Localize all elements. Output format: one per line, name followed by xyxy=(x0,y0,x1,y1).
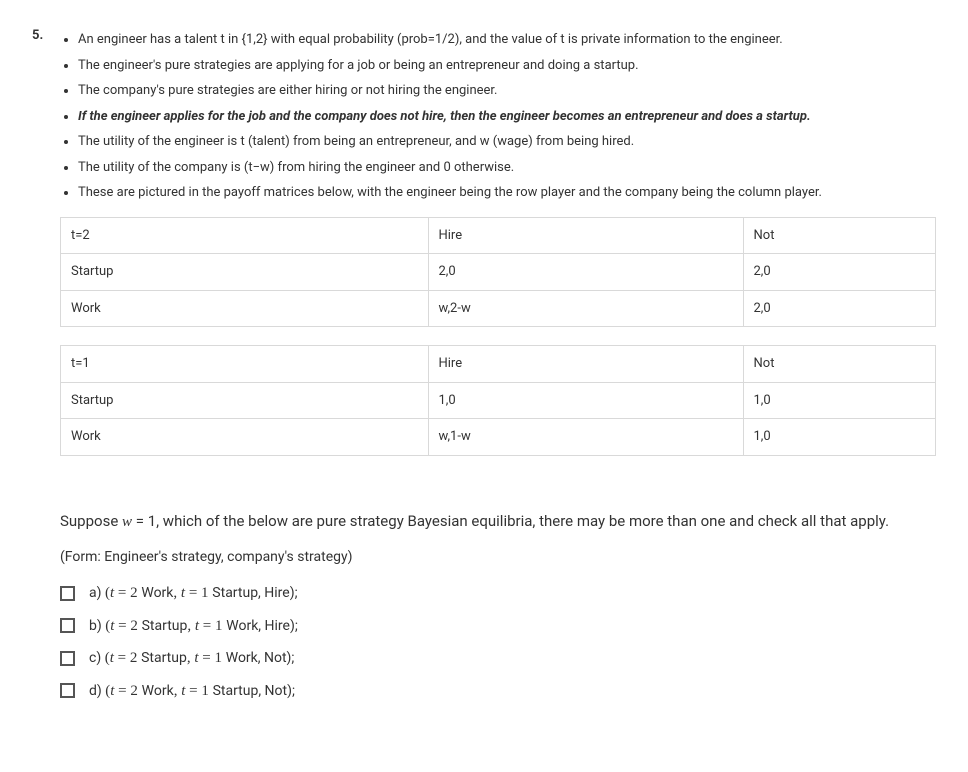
option-label[interactable]: a) (t = 2 Work, t = 1 Startup, Hire); xyxy=(89,582,298,605)
bullet-item: An engineer has a talent t in {1,2} with… xyxy=(78,30,936,50)
option-checkbox[interactable] xyxy=(60,683,75,698)
spacer xyxy=(60,474,936,502)
payoff-table: t=1HireNotStartup1,01,0Workw,1-w1,0 xyxy=(60,345,936,456)
option-label[interactable]: c) (t = 2 Startup, t = 1 Work, Not); xyxy=(89,647,294,670)
table-row: Startup1,01,0 xyxy=(61,382,936,419)
table-cell: 1,0 xyxy=(428,382,743,419)
option-label[interactable]: d) (t = 2 Work, t = 1 Startup, Not); xyxy=(89,680,295,703)
bullet-item: These are pictured in the payoff matrice… xyxy=(78,183,936,203)
bullet-item: The company's pure strategies are either… xyxy=(78,81,936,101)
bullet-item: The utility of the company is (t−w) from… xyxy=(78,158,936,178)
table-header-cell: t=1 xyxy=(61,346,429,383)
table-header-cell: Hire xyxy=(428,217,743,254)
table-row: Startup2,02,0 xyxy=(61,254,936,291)
table-row: Workw,2-w2,0 xyxy=(61,290,936,327)
question-row: 5. An engineer has a talent t in {1,2} w… xyxy=(32,24,936,712)
table-cell: 1,0 xyxy=(743,382,936,419)
question-number: 5. xyxy=(32,24,60,46)
form-note: (Form: Engineer's strategy, company's st… xyxy=(60,547,936,568)
option-label[interactable]: b) (t = 2 Startup, t = 1 Work, Hire); xyxy=(89,615,298,638)
payoff-tables: t=2HireNotStartup2,02,0Workw,2-w2,0t=1Hi… xyxy=(60,217,936,456)
table-header-cell: Not xyxy=(743,217,936,254)
table-cell: Work xyxy=(61,290,429,327)
table-header-cell: Hire xyxy=(428,346,743,383)
table-header-cell: t=2 xyxy=(61,217,429,254)
table-cell: 2,0 xyxy=(743,254,936,291)
option-row: a) (t = 2 Work, t = 1 Startup, Hire); xyxy=(60,582,936,605)
question-container: 5. An engineer has a talent t in {1,2} w… xyxy=(0,0,968,736)
table-cell: 1,0 xyxy=(743,419,936,456)
bullet-item: The utility of the engineer is t (talent… xyxy=(78,132,936,152)
bullet-list: An engineer has a talent t in {1,2} with… xyxy=(60,30,936,203)
table-header-cell: Not xyxy=(743,346,936,383)
bullet-item: The engineer's pure strategies are apply… xyxy=(78,56,936,76)
prompt-text: Suppose w = 1, which of the below are pu… xyxy=(60,510,936,534)
table-cell: w,1-w xyxy=(428,419,743,456)
table-cell: Startup xyxy=(61,254,429,291)
prompt-prefix: Suppose xyxy=(60,512,122,530)
option-checkbox[interactable] xyxy=(60,651,75,666)
table-cell: Work xyxy=(61,419,429,456)
prompt-eq: = 1 xyxy=(132,512,156,530)
question-body: An engineer has a talent t in {1,2} with… xyxy=(60,24,936,712)
table-cell: 2,0 xyxy=(428,254,743,291)
payoff-table: t=2HireNotStartup2,02,0Workw,2-w2,0 xyxy=(60,217,936,328)
prompt-var: w xyxy=(122,514,132,530)
option-row: c) (t = 2 Startup, t = 1 Work, Not); xyxy=(60,647,936,670)
bullet-item: If the engineer applies for the job and … xyxy=(78,107,936,127)
prompt-suffix: , which of the below are pure strategy B… xyxy=(156,512,889,530)
table-row: Workw,1-w1,0 xyxy=(61,419,936,456)
table-cell: w,2-w xyxy=(428,290,743,327)
table-cell: 2,0 xyxy=(743,290,936,327)
option-row: d) (t = 2 Work, t = 1 Startup, Not); xyxy=(60,680,936,703)
option-checkbox[interactable] xyxy=(60,618,75,633)
option-checkbox[interactable] xyxy=(60,586,75,601)
table-cell: Startup xyxy=(61,382,429,419)
option-row: b) (t = 2 Startup, t = 1 Work, Hire); xyxy=(60,615,936,638)
options-list: a) (t = 2 Work, t = 1 Startup, Hire); b) … xyxy=(60,582,936,702)
